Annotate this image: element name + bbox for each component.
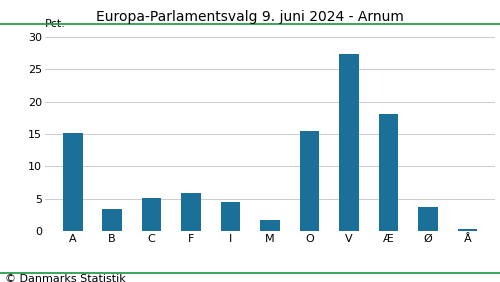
- Bar: [339, 54, 359, 231]
- Text: Pct.: Pct.: [45, 19, 66, 29]
- Bar: [378, 114, 398, 231]
- Bar: [63, 133, 82, 231]
- Bar: [300, 131, 320, 231]
- Bar: [181, 193, 201, 231]
- Bar: [142, 198, 162, 231]
- Text: © Danmarks Statistik: © Danmarks Statistik: [5, 274, 126, 282]
- Bar: [102, 209, 122, 231]
- Bar: [260, 220, 280, 231]
- Bar: [418, 207, 438, 231]
- Bar: [458, 229, 477, 231]
- Bar: [220, 202, 240, 231]
- Text: Europa-Parlamentsvalg 9. juni 2024 - Arnum: Europa-Parlamentsvalg 9. juni 2024 - Arn…: [96, 10, 404, 24]
